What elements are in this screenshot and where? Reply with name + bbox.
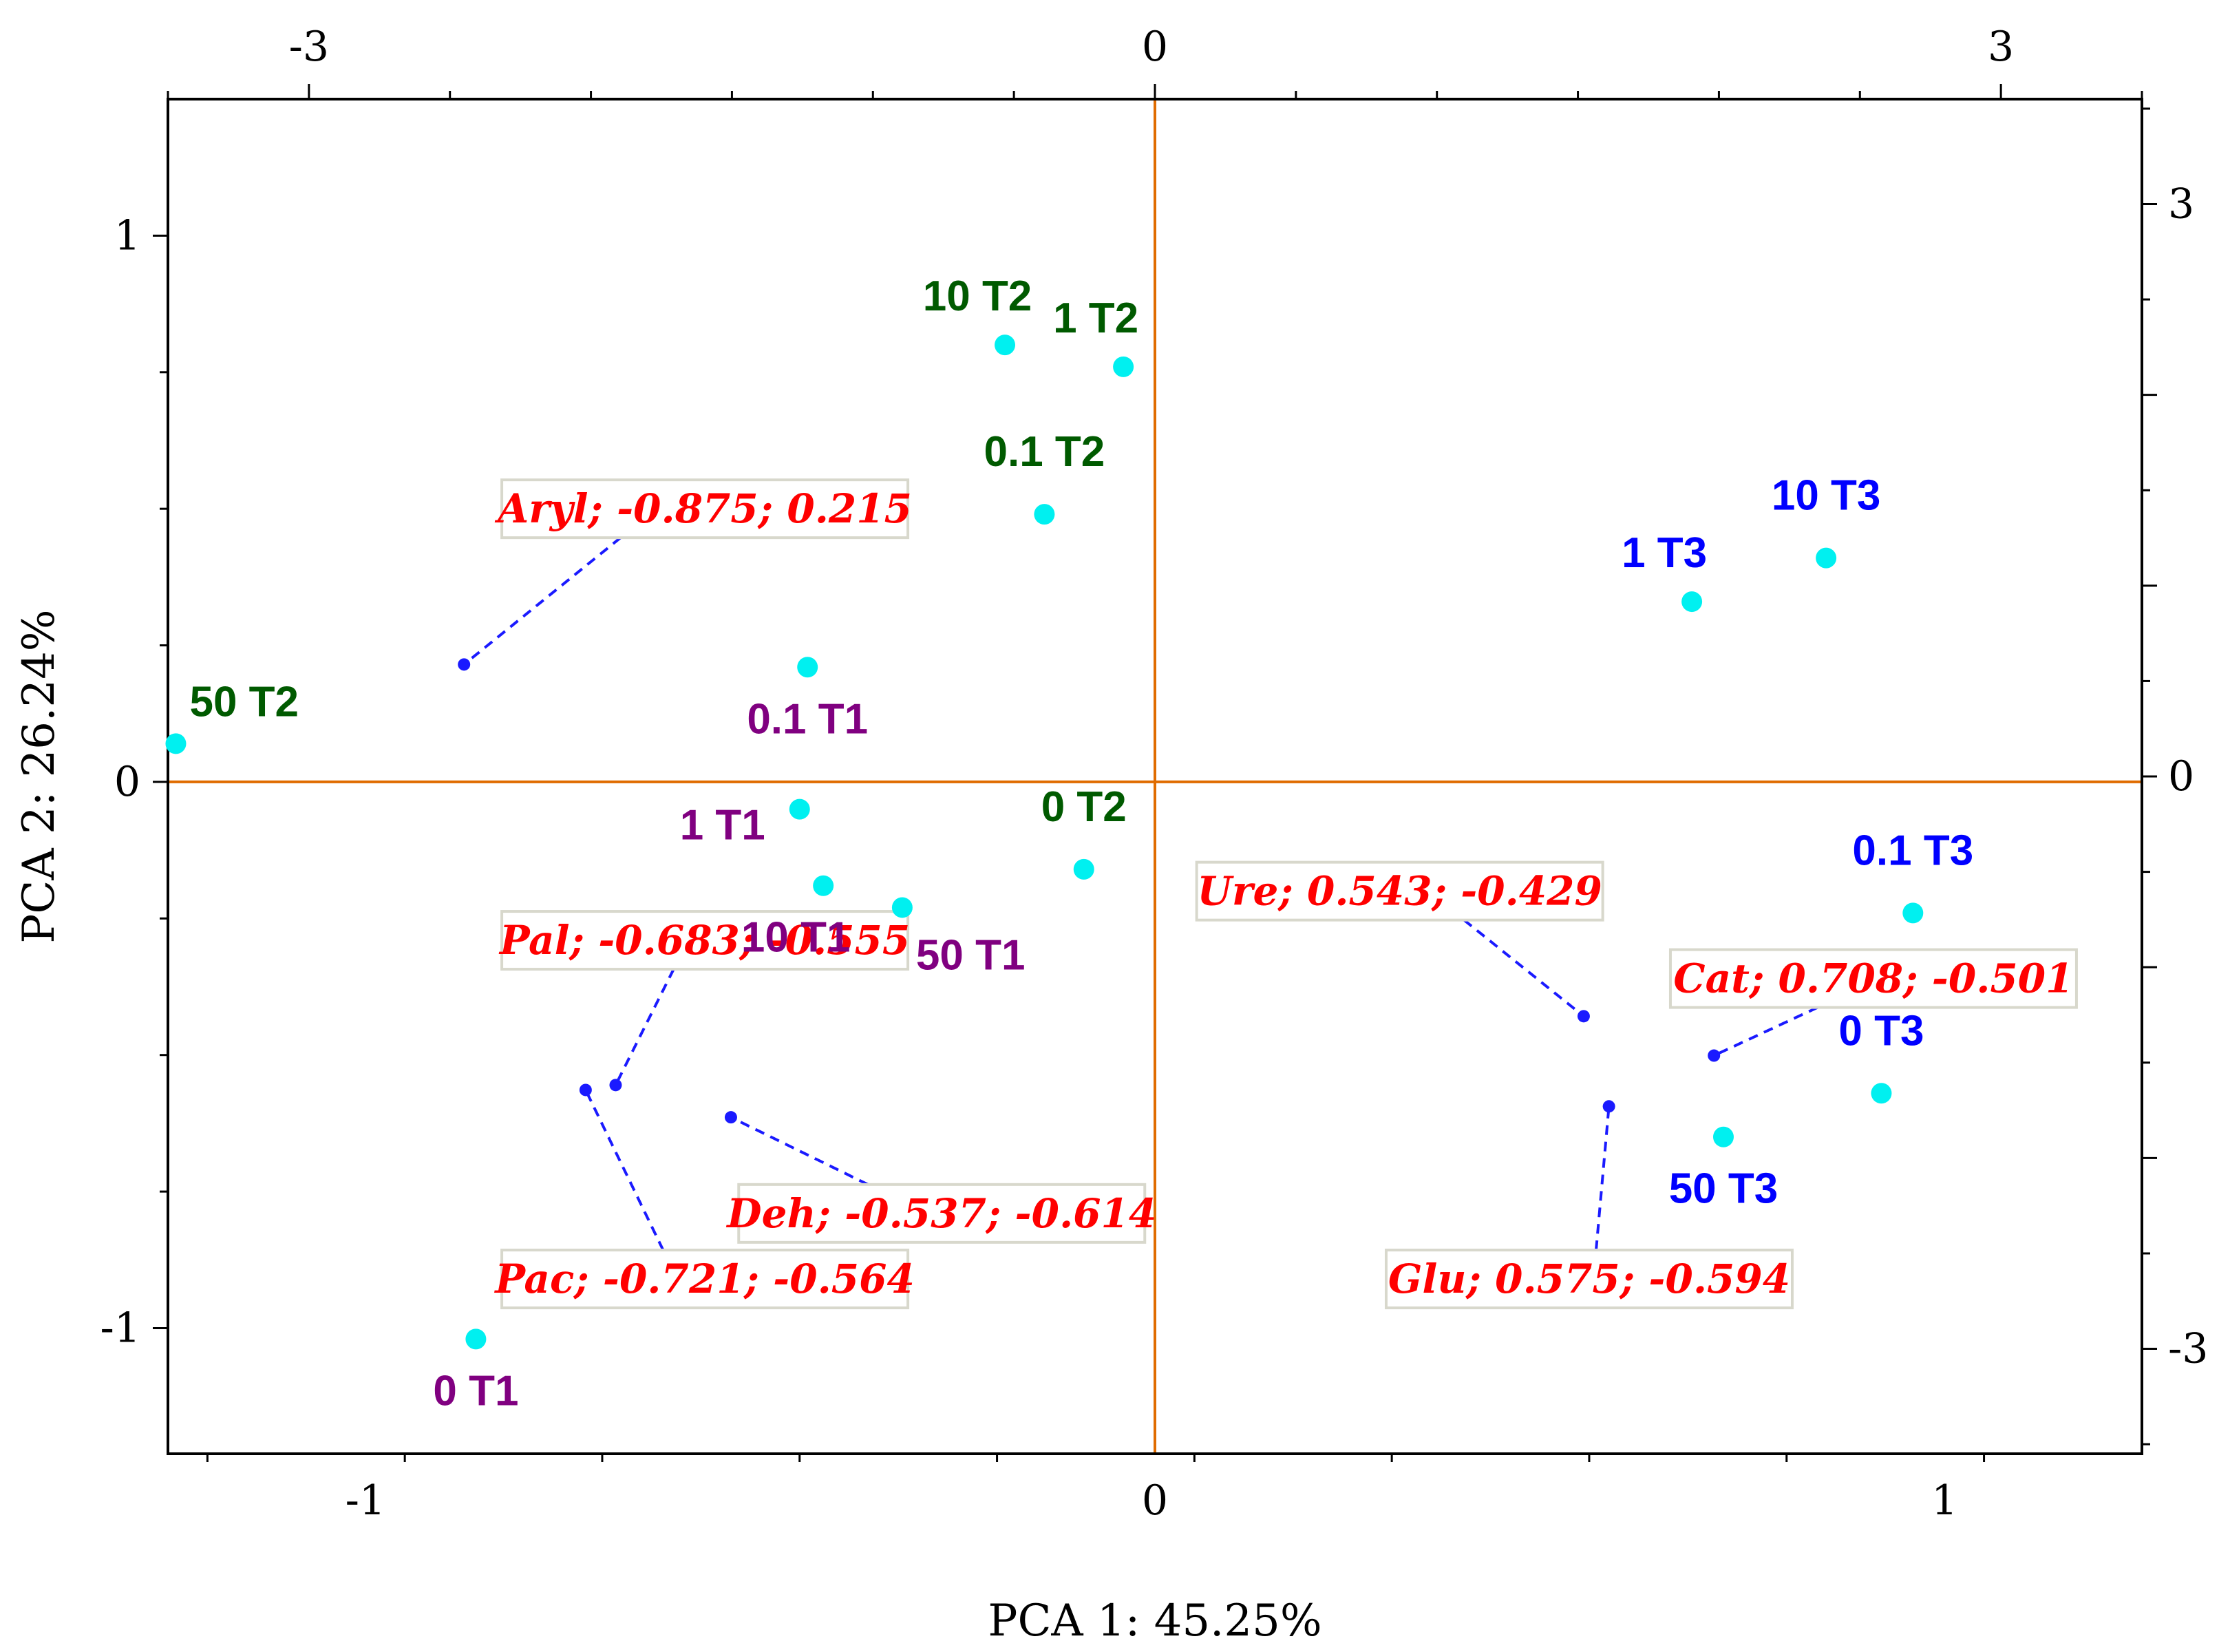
- score-points: 10 T2 1 T2 0.1 T2 50 T2 0 T2 0.1 T1 1 T1 10 T1 5…: [165, 273, 1973, 1415]
- score-point: [789, 798, 810, 820]
- loading-leader-line: [1595, 1106, 1611, 1251]
- score-point-label: 10 T2: [923, 273, 1032, 320]
- score-point-label: 50 T3: [1669, 1165, 1779, 1213]
- score-point: [1681, 591, 1703, 613]
- score-point-label: 0 T1: [433, 1367, 518, 1415]
- loading-point: [458, 658, 471, 671]
- loading-label-box: [500, 910, 910, 971]
- loading-point: [724, 1111, 737, 1124]
- loading-label-box: [1195, 860, 1604, 922]
- x-axis-title: PCA 1: 45.25%: [988, 1596, 1321, 1646]
- top-tick-label: -3: [289, 23, 329, 71]
- y-axis-title: PCA 2: 26.24%: [14, 609, 65, 943]
- loading-label: Aryl; -0.875; 0.215: [494, 485, 912, 532]
- left-tick-label: 0: [114, 758, 140, 806]
- loading-annotation: Ure; 0.543; -0.429: [1195, 860, 1604, 1023]
- score-point: [1113, 356, 1134, 377]
- loading-label-box: [737, 1183, 1147, 1244]
- loading-label: Deh; -0.537; -0.614: [725, 1190, 1156, 1237]
- loading-annotation: Pal; -0.683; -0.555: [498, 910, 910, 1092]
- score-point-group: 50 T1: [891, 897, 1026, 979]
- loading-point: [1577, 1010, 1590, 1023]
- loading-annotation: Pac; -0.721; -0.564: [493, 1083, 915, 1310]
- loading-point: [1708, 1049, 1721, 1062]
- loading-point: [579, 1083, 592, 1097]
- score-point-label: 10 T3: [1772, 472, 1881, 520]
- score-point: [1816, 547, 1837, 569]
- loading-label: Ure; 0.543; -0.429: [1197, 868, 1602, 915]
- loading-label-box: [1384, 1249, 1794, 1310]
- loading-label-box: [1668, 948, 2078, 1009]
- loading-annotations: Aryl; -0.875; 0.215 Pal; -0.683; -0.555 Pa…: [458, 478, 2078, 1310]
- loading-point: [609, 1079, 622, 1092]
- loading-label-box: [500, 1249, 910, 1310]
- loading-annotation: Deh; -0.537; -0.614: [724, 1111, 1156, 1244]
- score-point: [891, 897, 913, 918]
- right-tick-label: 0: [2168, 752, 2194, 801]
- loading-leader-line: [614, 968, 675, 1086]
- top-tick-label: 0: [1142, 23, 1168, 71]
- score-point-label: 0.1 T2: [984, 428, 1105, 476]
- score-point: [995, 335, 1016, 356]
- score-point: [1073, 858, 1094, 880]
- loading-point: [1602, 1100, 1615, 1113]
- score-point-group: 50 T3: [1669, 1126, 1779, 1213]
- right-tick-label: -3: [2168, 1325, 2208, 1373]
- score-point: [1034, 504, 1055, 525]
- loading-annotation: Aryl; -0.875; 0.215: [458, 478, 912, 671]
- left-tick-label: 1: [114, 211, 140, 260]
- score-point: [1871, 1083, 1892, 1104]
- axis-ticks: -1 0 1 -1 0 1 -3 0 3 -3 0 3: [100, 23, 2209, 1525]
- score-point-label: 0.1 T3: [1852, 827, 1973, 874]
- right-tick-label: 3: [2168, 180, 2194, 228]
- origin-lines: [168, 99, 2142, 1454]
- bottom-tick-label: -1: [346, 1476, 385, 1525]
- score-point: [465, 1328, 487, 1350]
- score-point: [813, 875, 834, 896]
- score-point-label: 0 T2: [1041, 783, 1127, 831]
- score-point-group: 10 T2: [923, 273, 1032, 356]
- loading-label: Pac; -0.721; -0.564: [493, 1256, 915, 1302]
- score-point-group: 10 T3: [1772, 472, 1881, 569]
- loading-leader-line: [584, 1089, 665, 1251]
- score-point-group: 0 T1: [433, 1328, 518, 1415]
- score-point: [1712, 1126, 1734, 1147]
- score-point-group: 10 T1: [741, 875, 851, 962]
- score-point: [165, 733, 187, 754]
- score-point-label: 0 T3: [1838, 1007, 1924, 1055]
- bottom-tick-label: 0: [1142, 1476, 1168, 1525]
- loading-label: Glu; 0.575; -0.594: [1388, 1256, 1790, 1302]
- loading-leader-line: [1463, 919, 1585, 1017]
- score-point-label: 50 T2: [189, 678, 299, 726]
- score-point-label: 1 T2: [1053, 295, 1138, 342]
- loading-label: Pal; -0.683; -0.555: [498, 917, 910, 964]
- score-point-group: 50 T2: [165, 678, 299, 754]
- left-tick-label: -1: [100, 1304, 140, 1352]
- score-point-group: 0 T3: [1838, 1007, 1924, 1104]
- score-point-label: 50 T1: [916, 931, 1026, 979]
- score-point-group: 1 T2: [1053, 295, 1138, 377]
- score-point-group: 1 T1: [680, 798, 810, 849]
- score-point-group: 0 T2: [1041, 783, 1127, 880]
- score-point-group: 1 T3: [1622, 529, 1707, 613]
- loading-annotation: Cat; 0.708; -0.501: [1668, 948, 2078, 1062]
- score-point-group: 0.1 T2: [984, 428, 1105, 525]
- score-point-group: 0.1 T1: [747, 657, 868, 743]
- score-point-label: 10 T1: [741, 914, 851, 962]
- loading-leader-line: [730, 1116, 869, 1186]
- loading-leader-line: [1713, 1006, 1818, 1057]
- score-point: [1902, 902, 1924, 924]
- loading-leader-line: [463, 536, 622, 666]
- score-point: [797, 657, 818, 678]
- loading-label-box: [500, 478, 910, 540]
- loading-annotation: Glu; 0.575; -0.594: [1384, 1100, 1794, 1310]
- bottom-tick-label: 1: [1931, 1476, 1957, 1525]
- top-tick-label: 3: [1988, 23, 2014, 71]
- score-point-label: 1 T1: [680, 802, 765, 849]
- loading-label: Cat; 0.708; -0.501: [1673, 955, 2073, 1002]
- score-point-label: 0.1 T1: [747, 695, 868, 743]
- score-point-group: 0.1 T3: [1852, 827, 1973, 924]
- score-point-label: 1 T3: [1622, 529, 1707, 577]
